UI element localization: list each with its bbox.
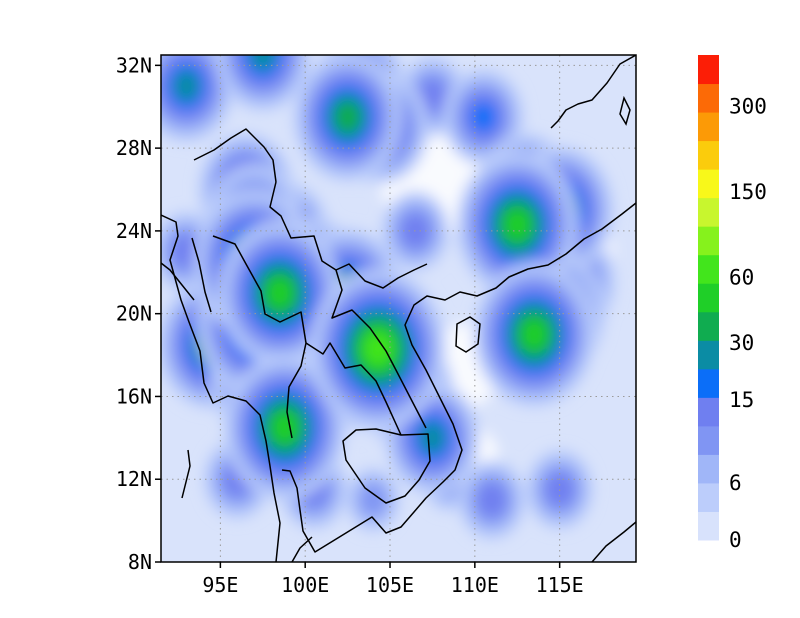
colorbar-swatch	[698, 112, 719, 142]
border-myanmar-china	[269, 181, 337, 271]
colorbar-swatch	[698, 340, 719, 370]
lat-tick-label: 32N	[116, 53, 152, 77]
colorbar-label: 30	[729, 331, 754, 355]
colorbar-swatch	[698, 311, 719, 341]
country-borders	[191, 128, 431, 504]
lat-tick-label: 28N	[116, 136, 152, 160]
colorbar-swatch	[698, 368, 719, 398]
colorbar-label: 300	[729, 94, 767, 118]
lon-tick-label: 115E	[536, 573, 584, 597]
border-cambodia	[342, 428, 431, 504]
colorbar-swatch	[698, 197, 719, 227]
taiwan-outline	[619, 95, 631, 126]
coastline-borneo	[591, 521, 636, 562]
latitude-axis: 32N 28N 24N 20N 16N 12N 8N	[116, 53, 161, 574]
colorbar-swatch	[698, 169, 719, 199]
plot-frame	[160, 54, 637, 563]
colorbar-label: 0	[729, 528, 742, 552]
precip-contour	[419, 422, 446, 454]
coastlines	[161, 55, 636, 562]
lon-tick-label: 100E	[281, 573, 329, 597]
lat-tick-label: 8N	[128, 550, 152, 574]
colorbar	[698, 55, 719, 541]
precip-contour	[334, 101, 361, 133]
coastline-indochina-east	[281, 202, 636, 553]
colorbar-label: 60	[729, 266, 754, 290]
border-india-china	[193, 128, 277, 183]
coastline-india-east	[161, 262, 195, 301]
precip-contour	[359, 484, 387, 516]
colorbar-label: 15	[729, 388, 754, 412]
colorbar-swatch	[698, 482, 719, 512]
lat-tick-label: 24N	[116, 219, 152, 243]
precip-contour	[419, 80, 446, 113]
colorbar-swatch	[698, 425, 719, 455]
colorbar-label: 150	[729, 180, 767, 204]
map-gridlines	[161, 55, 636, 562]
precip-contour	[173, 70, 200, 102]
andaman-islands	[181, 449, 191, 499]
lon-tick-label: 110E	[451, 573, 499, 597]
longitude-axis: 95E 100E 105E 110E 115E	[202, 562, 584, 597]
colorbar-swatch	[698, 140, 719, 170]
colorbar-swatch	[698, 226, 719, 256]
lon-tick-label: 105E	[366, 573, 414, 597]
hainan-island	[455, 316, 481, 353]
border-laos-vietnam	[331, 269, 427, 429]
precip-contour	[504, 209, 531, 241]
lat-tick-label: 20N	[116, 302, 152, 326]
precip-contour	[521, 318, 548, 350]
colorbar-swatch	[698, 454, 719, 484]
colorbar-swatch	[698, 397, 719, 427]
border-myanmar-bangladesh	[191, 237, 212, 313]
colorbar-swatch	[698, 511, 719, 541]
border-myanmar-thailand	[212, 235, 307, 439]
colorbar-swatch	[698, 254, 719, 284]
colorbar-swatch	[698, 83, 719, 113]
coastline-south-china-north	[550, 55, 636, 129]
coastline-mainland-west	[161, 214, 281, 562]
colorbar-swatch	[698, 283, 719, 313]
coastline-malay	[291, 536, 313, 562]
islands	[181, 95, 631, 499]
colorbar-label: 6	[729, 471, 742, 495]
lat-tick-label: 16N	[116, 384, 152, 408]
border-laos-thailand	[305, 342, 402, 436]
precip-contour	[365, 333, 392, 365]
lat-tick-label: 12N	[116, 467, 152, 491]
lon-tick-label: 95E	[202, 573, 238, 597]
precip-contour	[470, 101, 497, 133]
precip-contour	[249, 55, 276, 71]
precip-contour	[271, 411, 298, 444]
colorbar-swatch	[698, 55, 719, 85]
precip-contour	[478, 484, 505, 516]
precipitation-field	[161, 55, 636, 562]
border-china-laos-vietnam	[335, 263, 428, 289]
precip-contour	[266, 277, 293, 309]
